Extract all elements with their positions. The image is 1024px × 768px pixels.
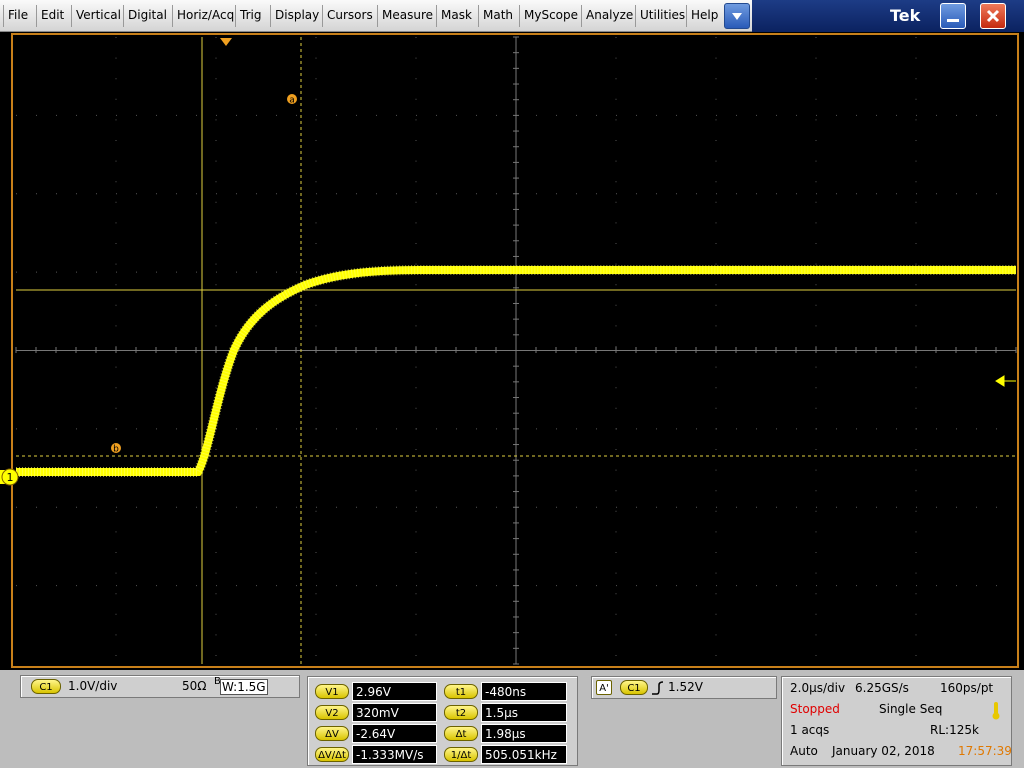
cursor-label: V2 bbox=[315, 705, 349, 720]
cursor-value: 320mV bbox=[352, 703, 437, 722]
menu-separator bbox=[322, 5, 323, 27]
graticule: a b 1 bbox=[0, 33, 1019, 668]
trigger-level: 1.52V bbox=[668, 680, 703, 694]
cursor-label: ΔV/Δt bbox=[315, 747, 349, 762]
close-button[interactable] bbox=[980, 3, 1006, 29]
cursor-label: Δt bbox=[444, 726, 478, 741]
trigger-channel-badge: C1 bbox=[620, 680, 648, 695]
menu-item[interactable]: Mask bbox=[441, 8, 472, 22]
menu-separator bbox=[436, 5, 437, 27]
menu-separator bbox=[270, 5, 271, 27]
menu-item[interactable]: Utilities bbox=[640, 8, 686, 22]
menu-item[interactable]: Trig bbox=[240, 8, 262, 22]
acquisition-box[interactable]: 2.0µs/div 6.25GS/s 160ps/pt Stopped Sing… bbox=[781, 676, 1012, 766]
menu-item[interactable]: File bbox=[8, 8, 29, 22]
menu-separator bbox=[519, 5, 520, 27]
trigger-source-badge: A' bbox=[596, 680, 612, 695]
channel-scale: 1.0V/div bbox=[68, 679, 118, 693]
run-state: Stopped bbox=[790, 702, 840, 716]
menu-item[interactable]: Horiz/Acq bbox=[177, 8, 235, 22]
cursor-b-label: b bbox=[113, 445, 119, 455]
menu-item[interactable]: MyScope bbox=[524, 8, 579, 22]
cursor-label: 1/Δt bbox=[444, 747, 478, 762]
menu-item[interactable]: Cursors bbox=[327, 8, 373, 22]
cursor-value: -2.64V bbox=[352, 724, 437, 743]
waveform-noise bbox=[16, 265, 1016, 477]
menu-separator bbox=[478, 5, 479, 27]
menu-separator bbox=[36, 5, 37, 27]
cursor-value: -480ns bbox=[481, 682, 567, 701]
menu-separator bbox=[3, 5, 4, 27]
resolution: 160ps/pt bbox=[940, 681, 994, 695]
minimize-button[interactable] bbox=[940, 3, 966, 29]
minimize-icon bbox=[947, 19, 959, 22]
menu-separator bbox=[635, 5, 636, 27]
menu-separator bbox=[377, 5, 378, 27]
bandwidth-value: W:1.5G bbox=[220, 679, 268, 695]
cursor-value: 1.98µs bbox=[481, 724, 567, 743]
dropdown-icon bbox=[732, 13, 742, 20]
cursor-label: ΔV bbox=[315, 726, 349, 741]
horizontal-scale: 2.0µs/div bbox=[790, 681, 846, 695]
cursor-label: t1 bbox=[444, 684, 478, 699]
cursor-b-marker bbox=[111, 443, 121, 453]
menu-item[interactable]: Edit bbox=[41, 8, 65, 22]
menu-separator bbox=[581, 5, 582, 27]
trigger-level-marker bbox=[995, 375, 1016, 387]
acquisition-count: 1 acqs bbox=[790, 723, 830, 737]
cursor-readout-box[interactable]: V1 2.96V t1 -480ns V2 320mV t2 1.5µs ΔV -2.64V Δt 1… bbox=[307, 676, 578, 766]
trigger-mode: Auto bbox=[790, 744, 818, 758]
cursor-label: t2 bbox=[444, 705, 478, 720]
sample-rate: 6.25GS/s bbox=[855, 681, 909, 695]
channel-impedance: 50Ω bbox=[182, 679, 207, 693]
acquisition-mode: Single Seq bbox=[879, 702, 943, 716]
channel-marker-label: 1 bbox=[7, 471, 14, 484]
menu-separator bbox=[235, 5, 236, 27]
menu-separator bbox=[71, 5, 72, 27]
close-icon bbox=[986, 9, 1000, 23]
menu-item[interactable]: Help bbox=[691, 8, 719, 22]
cursor-value: 505.051kHz bbox=[481, 745, 567, 764]
status-panel: C1 1.0V/div 50Ω B W:1.5G V1 2.96V t1 -480ns… bbox=[0, 670, 1024, 768]
cursor-value: 2.96V bbox=[352, 682, 437, 701]
cursor-value: -1.333MV/s bbox=[352, 745, 437, 764]
trigger-box[interactable]: A' C1 1.52V bbox=[591, 676, 777, 699]
menu-item[interactable]: Analyze bbox=[586, 8, 634, 22]
channel-badge: C1 bbox=[31, 679, 61, 694]
menu-separator bbox=[172, 5, 173, 27]
menu-item[interactable]: Math bbox=[483, 8, 514, 22]
bandwidth-label: B bbox=[214, 676, 221, 687]
record-length: RL:125k bbox=[930, 723, 979, 737]
brand-logo: Tek bbox=[890, 6, 921, 25]
channel-box[interactable]: C1 1.0V/div 50Ω B W:1.5G bbox=[20, 675, 300, 698]
menu-item[interactable]: Display bbox=[275, 8, 320, 22]
cursor-label: V1 bbox=[315, 684, 349, 699]
date: January 02, 2018 bbox=[832, 744, 935, 758]
menu-item[interactable]: Digital bbox=[128, 8, 167, 22]
menu-item[interactable]: Vertical bbox=[76, 8, 121, 22]
time: 17:57:39 bbox=[958, 744, 1012, 758]
trigger-edge-icon bbox=[652, 681, 664, 695]
graticule-border bbox=[11, 33, 1019, 668]
menu-separator bbox=[686, 5, 687, 27]
cursor-a-label: a bbox=[289, 96, 295, 106]
menu-dropdown-button[interactable] bbox=[724, 3, 750, 29]
cursor-value: 1.5µs bbox=[481, 703, 567, 722]
trigger-position-marker bbox=[220, 38, 232, 46]
channel-marker-circle bbox=[1, 468, 19, 486]
title-area: Tek bbox=[752, 0, 1024, 32]
menu-separator bbox=[123, 5, 124, 27]
cursor-a-marker bbox=[287, 94, 297, 104]
menu-item[interactable]: Measure bbox=[382, 8, 433, 22]
acquisition-indicator bbox=[992, 702, 1000, 720]
